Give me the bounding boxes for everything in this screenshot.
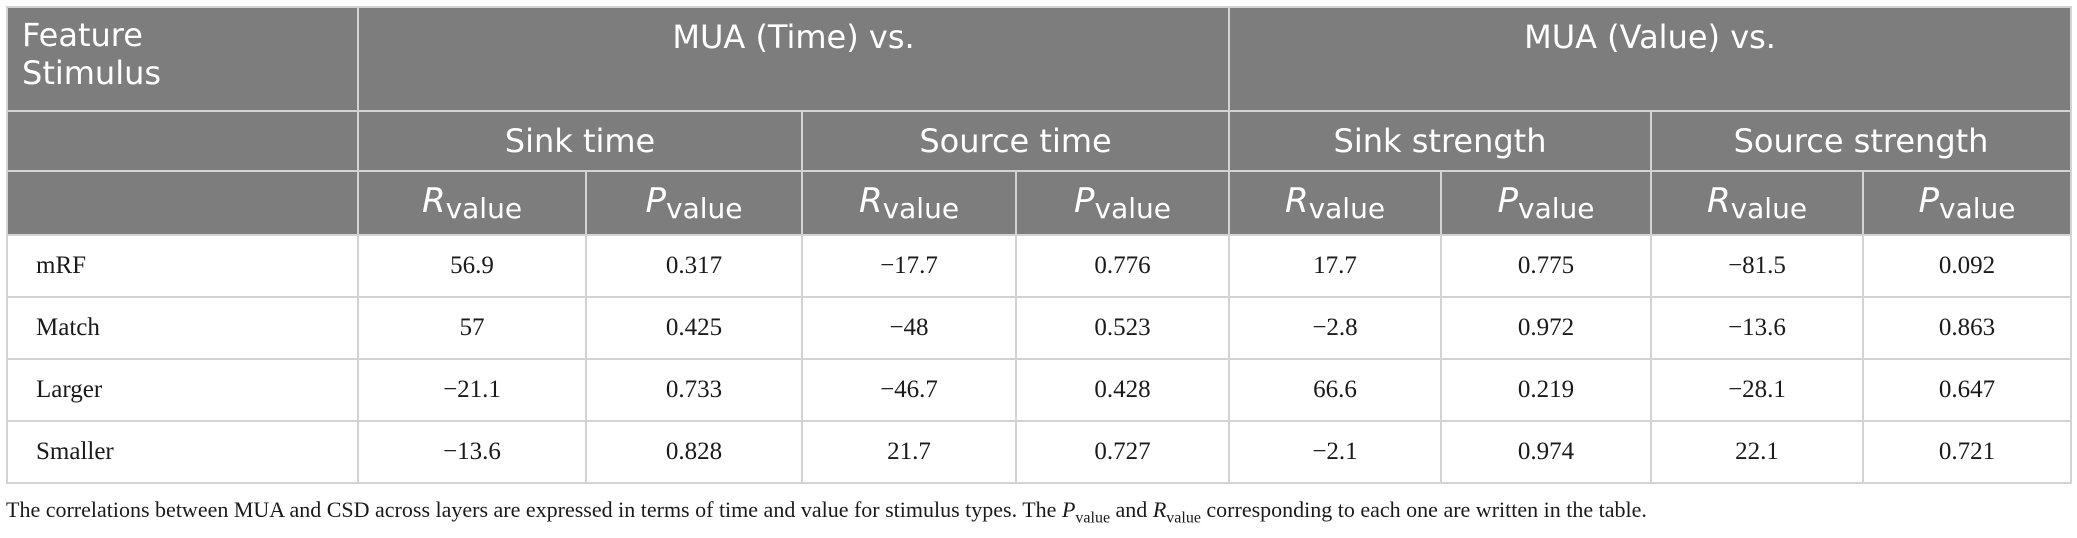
subgroup-header-source-strength: Source strength [1650,110,2073,172]
stimulus-cell: Smaller [6,420,359,484]
table-row: Larger −21.1 0.733 −46.7 0.428 66.6 0.21… [6,358,2073,422]
stat-header-p-value: Pvalue [1440,170,1653,236]
value-cell: −17.7 [801,234,1017,298]
value-cell: 0.828 [585,420,803,484]
table-row: Smaller −13.6 0.828 21.7 0.727 −2.1 0.97… [6,420,2073,484]
value-cell: 57 [357,296,587,360]
corner-label-stimulus: Stimulus [22,54,162,92]
correlation-table-container: Feature Stimulus MUA (Time) vs. MUA (Val… [6,6,2073,484]
value-cell: 0.523 [1014,296,1231,360]
stat-header-r-value: Rvalue [801,170,1017,236]
stat-header-r-value: Rvalue [1650,170,1865,236]
value-cell: −2.8 [1228,296,1443,360]
subgroup-header-source-time: Source time [800,110,1231,172]
stat-header-r-value: Rvalue [357,170,587,236]
value-cell: 0.775 [1440,234,1653,298]
stat-header-p-value: Pvalue [585,170,803,236]
value-cell: −48 [801,296,1017,360]
stimulus-cell: mRF [6,234,359,298]
value-cell: 0.092 [1862,234,2073,298]
stat-header-p-value: Pvalue [1014,170,1231,236]
value-cell: −13.6 [357,420,587,484]
correlation-table: Feature Stimulus MUA (Time) vs. MUA (Val… [6,6,2073,484]
value-cell: 0.647 [1862,358,2073,422]
value-cell: 56.9 [357,234,587,298]
value-cell: 0.219 [1440,358,1653,422]
value-cell: 0.721 [1862,420,2073,484]
value-cell: 0.863 [1862,296,2073,360]
value-cell: −13.6 [1650,296,1865,360]
subgroup-header-empty [6,110,359,172]
table-row: Match 57 0.425 −48 0.523 −2.8 0.972 −13.… [6,296,2073,360]
header-row-stats: Rvalue Pvalue Rvalue Pvalue Rvalue Pvalu… [6,170,2073,236]
value-cell: 0.317 [585,234,803,298]
stat-header-empty [6,170,359,236]
value-cell: 0.776 [1014,234,1231,298]
stat-header-p-value: Pvalue [1862,170,2073,236]
header-row-subgroups: Sink time Source time Sink strength Sour… [6,110,2073,172]
value-cell: 0.974 [1440,420,1653,484]
subgroup-header-sink-time: Sink time [357,110,803,172]
value-cell: 22.1 [1650,420,1865,484]
table-caption: The correlations between MUA and CSD acr… [6,497,1647,527]
corner-label-feature: Feature [22,16,143,54]
value-cell: 0.425 [585,296,803,360]
value-cell: −21.1 [357,358,587,422]
stimulus-cell: Larger [6,358,359,422]
table-row: mRF 56.9 0.317 −17.7 0.776 17.7 0.775 −8… [6,234,2073,298]
value-cell: 66.6 [1228,358,1443,422]
value-cell: 0.727 [1014,420,1231,484]
value-cell: 0.428 [1014,358,1231,422]
stimulus-cell: Match [6,296,359,360]
value-cell: −46.7 [801,358,1017,422]
value-cell: 17.7 [1228,234,1443,298]
group-header-value: MUA (Value) vs. [1228,6,2073,112]
group-header-time: MUA (Time) vs. [356,6,1231,112]
value-cell: −28.1 [1650,358,1865,422]
corner-header: Feature Stimulus [6,6,359,112]
value-cell: 0.733 [585,358,803,422]
subgroup-header-sink-strength: Sink strength [1228,110,1653,172]
value-cell: −81.5 [1650,234,1865,298]
stat-header-r-value: Rvalue [1228,170,1443,236]
value-cell: −2.1 [1228,420,1443,484]
header-row-groups: Feature Stimulus MUA (Time) vs. MUA (Val… [6,6,2073,112]
value-cell: 21.7 [801,420,1017,484]
value-cell: 0.972 [1440,296,1653,360]
